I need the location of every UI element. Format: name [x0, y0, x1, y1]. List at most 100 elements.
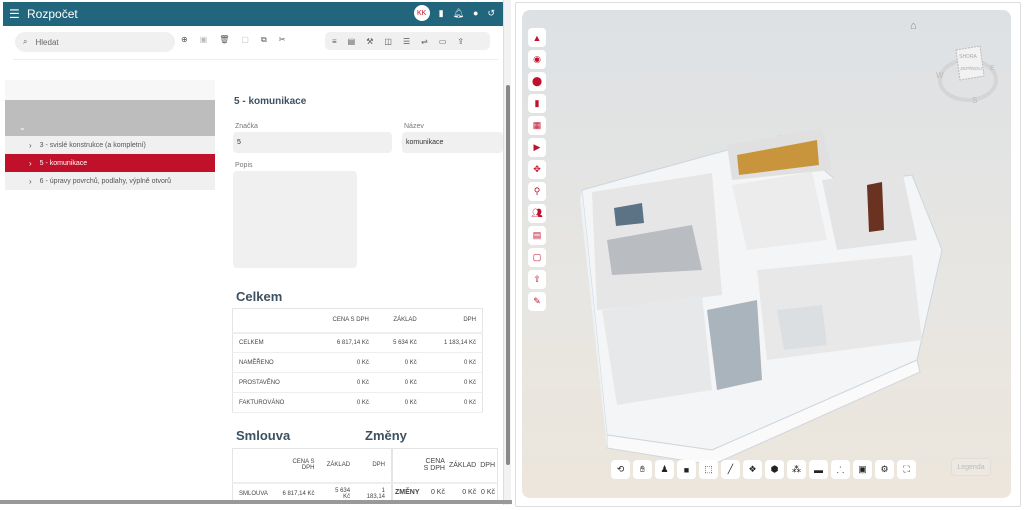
- tree-item[interactable]: › 3 - svislé konstrukce (a kompletní): [5, 136, 215, 154]
- help-icon[interactable]: ●: [473, 8, 479, 18]
- save-icon[interactable]: ▣: [199, 35, 208, 44]
- edit-toolbar: ⊕ ▣ 🗑︎ ▢ ⧉ ✂: [181, 35, 285, 45]
- folder-icon[interactable]: ▬: [809, 460, 828, 479]
- viewer-bottom-toolbar: ⟲ ✋︎ ♟ ■ ⬚ ╱ ❖ ⬢ ⁂ ▬ ⸫ ▣ ⚙ ⛶: [611, 460, 916, 479]
- monitor-icon[interactable]: ▭: [438, 36, 447, 46]
- plus-circle-icon[interactable]: ⊕: [181, 35, 188, 44]
- tree-view: ⌄ › 3 - svislé konstrukce (a kompletní) ›…: [5, 80, 215, 190]
- svg-text:S: S: [972, 96, 977, 104]
- 3d-viewer[interactable]: ▲ ◉ ⬤ ▮ ▦ ▶ ✥ ⚲ 👥︎ ▤ ▢ ⇧ ✎ ⌂ SHORA ZEPŘE…: [522, 10, 1011, 498]
- model-browser-icon[interactable]: ⬢: [765, 460, 784, 479]
- model-icon[interactable]: ◉: [528, 50, 546, 69]
- table-icon[interactable]: ▦: [528, 116, 546, 135]
- play-icon[interactable]: ▶: [528, 138, 546, 157]
- tree-item-label: 5 - komunikace: [39, 159, 88, 167]
- divider: [13, 59, 498, 60]
- home-icon[interactable]: ⌂: [910, 20, 917, 32]
- table-row: NAMĚŘENO 0 Kč 0 Kč 0 Kč: [232, 352, 483, 373]
- sliders-icon[interactable]: ⇌: [421, 36, 428, 46]
- znacka-label: Značka: [235, 123, 258, 130]
- list-check-icon[interactable]: ☰: [402, 36, 411, 46]
- search-icon: ⌕: [23, 37, 28, 46]
- zmeny-table: CENA S DPH ZÁKLAD DPH ZMĚNY 0 Kč 0 Kč 0 Kč: [392, 448, 498, 502]
- scrollbar[interactable]: [503, 0, 511, 505]
- app-header: ☰ Rozpočet KK ▮ 🔔︎ ● ↺: [3, 2, 503, 26]
- table-header: CENA S DPH ZÁKLAD DPH: [232, 308, 483, 334]
- walk-icon[interactable]: ♟: [655, 460, 674, 479]
- properties-icon[interactable]: ▣: [853, 460, 872, 479]
- detail-title: 5 - komunikace: [234, 96, 307, 107]
- legend-button[interactable]: Legenda: [951, 458, 991, 476]
- document-icon[interactable]: ▤: [347, 36, 356, 46]
- svg-text:ZEPŘEDU: ZEPŘEDU: [960, 64, 982, 71]
- chevron-down-icon[interactable]: ⌄: [19, 123, 26, 132]
- nazev-label: Název: [404, 123, 424, 130]
- zmeny-heading: Změny: [365, 428, 407, 443]
- smlouva-heading: Smlouva: [236, 428, 291, 443]
- app-title: Rozpočet: [27, 7, 78, 21]
- camera-icon[interactable]: ■: [677, 460, 696, 479]
- nazev-field[interactable]: komunikace: [402, 132, 503, 153]
- table-row: PROSTAVĚNO 0 Kč 0 Kč 0 Kč: [232, 372, 483, 393]
- table-row: SMLOUVA 6 817,14 Kč 5 634 Kč 1 183,14: [232, 482, 392, 502]
- fullscreen-icon[interactable]: ⛶: [897, 460, 916, 479]
- cut-icon[interactable]: ✂: [278, 35, 286, 44]
- side-toolbar: ▲ ◉ ⬤ ▮ ▦ ▶ ✥ ⚲ 👥︎ ▤ ▢ ⇧ ✎: [528, 28, 546, 311]
- horizontal-scrollbar[interactable]: [0, 500, 512, 504]
- layers-icon[interactable]: ⬤: [528, 72, 546, 91]
- budget-panel: ☰ Rozpočet KK ▮ 🔔︎ ● ↺ ⌕ Hledat ⊕ ▣ 🗑︎ ▢…: [3, 2, 503, 502]
- settings-icon[interactable]: ⚙: [875, 460, 894, 479]
- svg-text:SHORA: SHORA: [959, 54, 977, 60]
- viewer-frame: [515, 2, 1021, 507]
- search-input[interactable]: ⌕ Hledat: [15, 32, 175, 52]
- avatar[interactable]: KK: [413, 5, 430, 21]
- pan-icon[interactable]: ✋︎: [633, 460, 652, 479]
- layers-icon[interactable]: ⁂: [787, 460, 806, 479]
- export-icon[interactable]: ⇪: [457, 36, 465, 46]
- znacka-field[interactable]: 5: [233, 132, 392, 153]
- popis-label: Popis: [235, 162, 253, 169]
- delete-icon[interactable]: 🗑︎: [219, 35, 230, 44]
- scrollbar-thumb[interactable]: [506, 85, 510, 465]
- paste-icon[interactable]: ▢: [241, 35, 249, 44]
- logout-icon[interactable]: ↺: [487, 7, 495, 18]
- search-placeholder: Hledat: [35, 37, 59, 47]
- chevron-right-icon[interactable]: ›: [29, 176, 32, 186]
- table-row: FAKTUROVÁNO 0 Kč 0 Kč 0 Kč: [232, 392, 483, 413]
- edit-icon[interactable]: ✎: [528, 292, 546, 311]
- svg-text:W: W: [936, 71, 944, 80]
- chevron-right-icon[interactable]: ›: [29, 158, 32, 168]
- tree-item-selected[interactable]: › 5 - komunikace: [5, 154, 215, 172]
- tree-root[interactable]: ⌄: [5, 100, 215, 136]
- copy-icon[interactable]: ⧉: [260, 35, 267, 44]
- section-box-icon[interactable]: ⬚: [699, 460, 718, 479]
- structure-icon[interactable]: ⸫: [831, 460, 850, 479]
- orbit-icon[interactable]: ⟲: [611, 460, 630, 479]
- celkem-table: CENA S DPH ZÁKLAD DPH CELKEM 6 817,14 Kč 5 6…: [232, 308, 483, 413]
- tree-item-label: 3 - svislé konstrukce (a kompletní): [39, 141, 146, 149]
- building-3d-model[interactable]: [522, 10, 1011, 498]
- measure-icon[interactable]: ╱: [721, 460, 740, 479]
- list-icon[interactable]: ▤: [528, 226, 546, 245]
- chevron-right-icon[interactable]: ›: [29, 140, 32, 150]
- collapse-icon[interactable]: ▲: [528, 28, 546, 47]
- pin-icon[interactable]: ⚲: [528, 182, 546, 201]
- tree-item-label: 6 - úpravy povrchů, podlahy, výplně otvo…: [39, 177, 172, 185]
- tools-icon[interactable]: ⚒: [366, 36, 374, 46]
- users-icon[interactable]: 👥︎: [528, 204, 546, 223]
- list-icon[interactable]: ≡: [332, 36, 337, 46]
- table-row: CELKEM 6 817,14 Kč 5 634 Kč 1 183,14 Kč: [232, 332, 483, 353]
- split-icon[interactable]: ◫: [384, 36, 392, 46]
- explode-icon[interactable]: ❖: [743, 460, 762, 479]
- upload-file-icon[interactable]: ⇧: [528, 270, 546, 289]
- document-icon[interactable]: ▮: [438, 7, 444, 18]
- move-icon[interactable]: ✥: [528, 160, 546, 179]
- menu-icon[interactable]: ☰: [9, 7, 20, 21]
- bounding-box-icon[interactable]: ▢: [528, 248, 546, 267]
- tree-item[interactable]: › 6 - úpravy povrchů, podlahy, výplně otv…: [5, 172, 215, 190]
- view-cube[interactable]: SHORA ZEPŘEDU W E S: [934, 40, 998, 104]
- popis-textarea[interactable]: [233, 171, 357, 268]
- document-icon[interactable]: ▮: [528, 94, 546, 113]
- bell-icon[interactable]: 🔔︎: [452, 7, 465, 18]
- view-toolbar: ≡ ▤ ⚒ ◫ ☰ ⇌ ▭ ⇪: [325, 32, 490, 50]
